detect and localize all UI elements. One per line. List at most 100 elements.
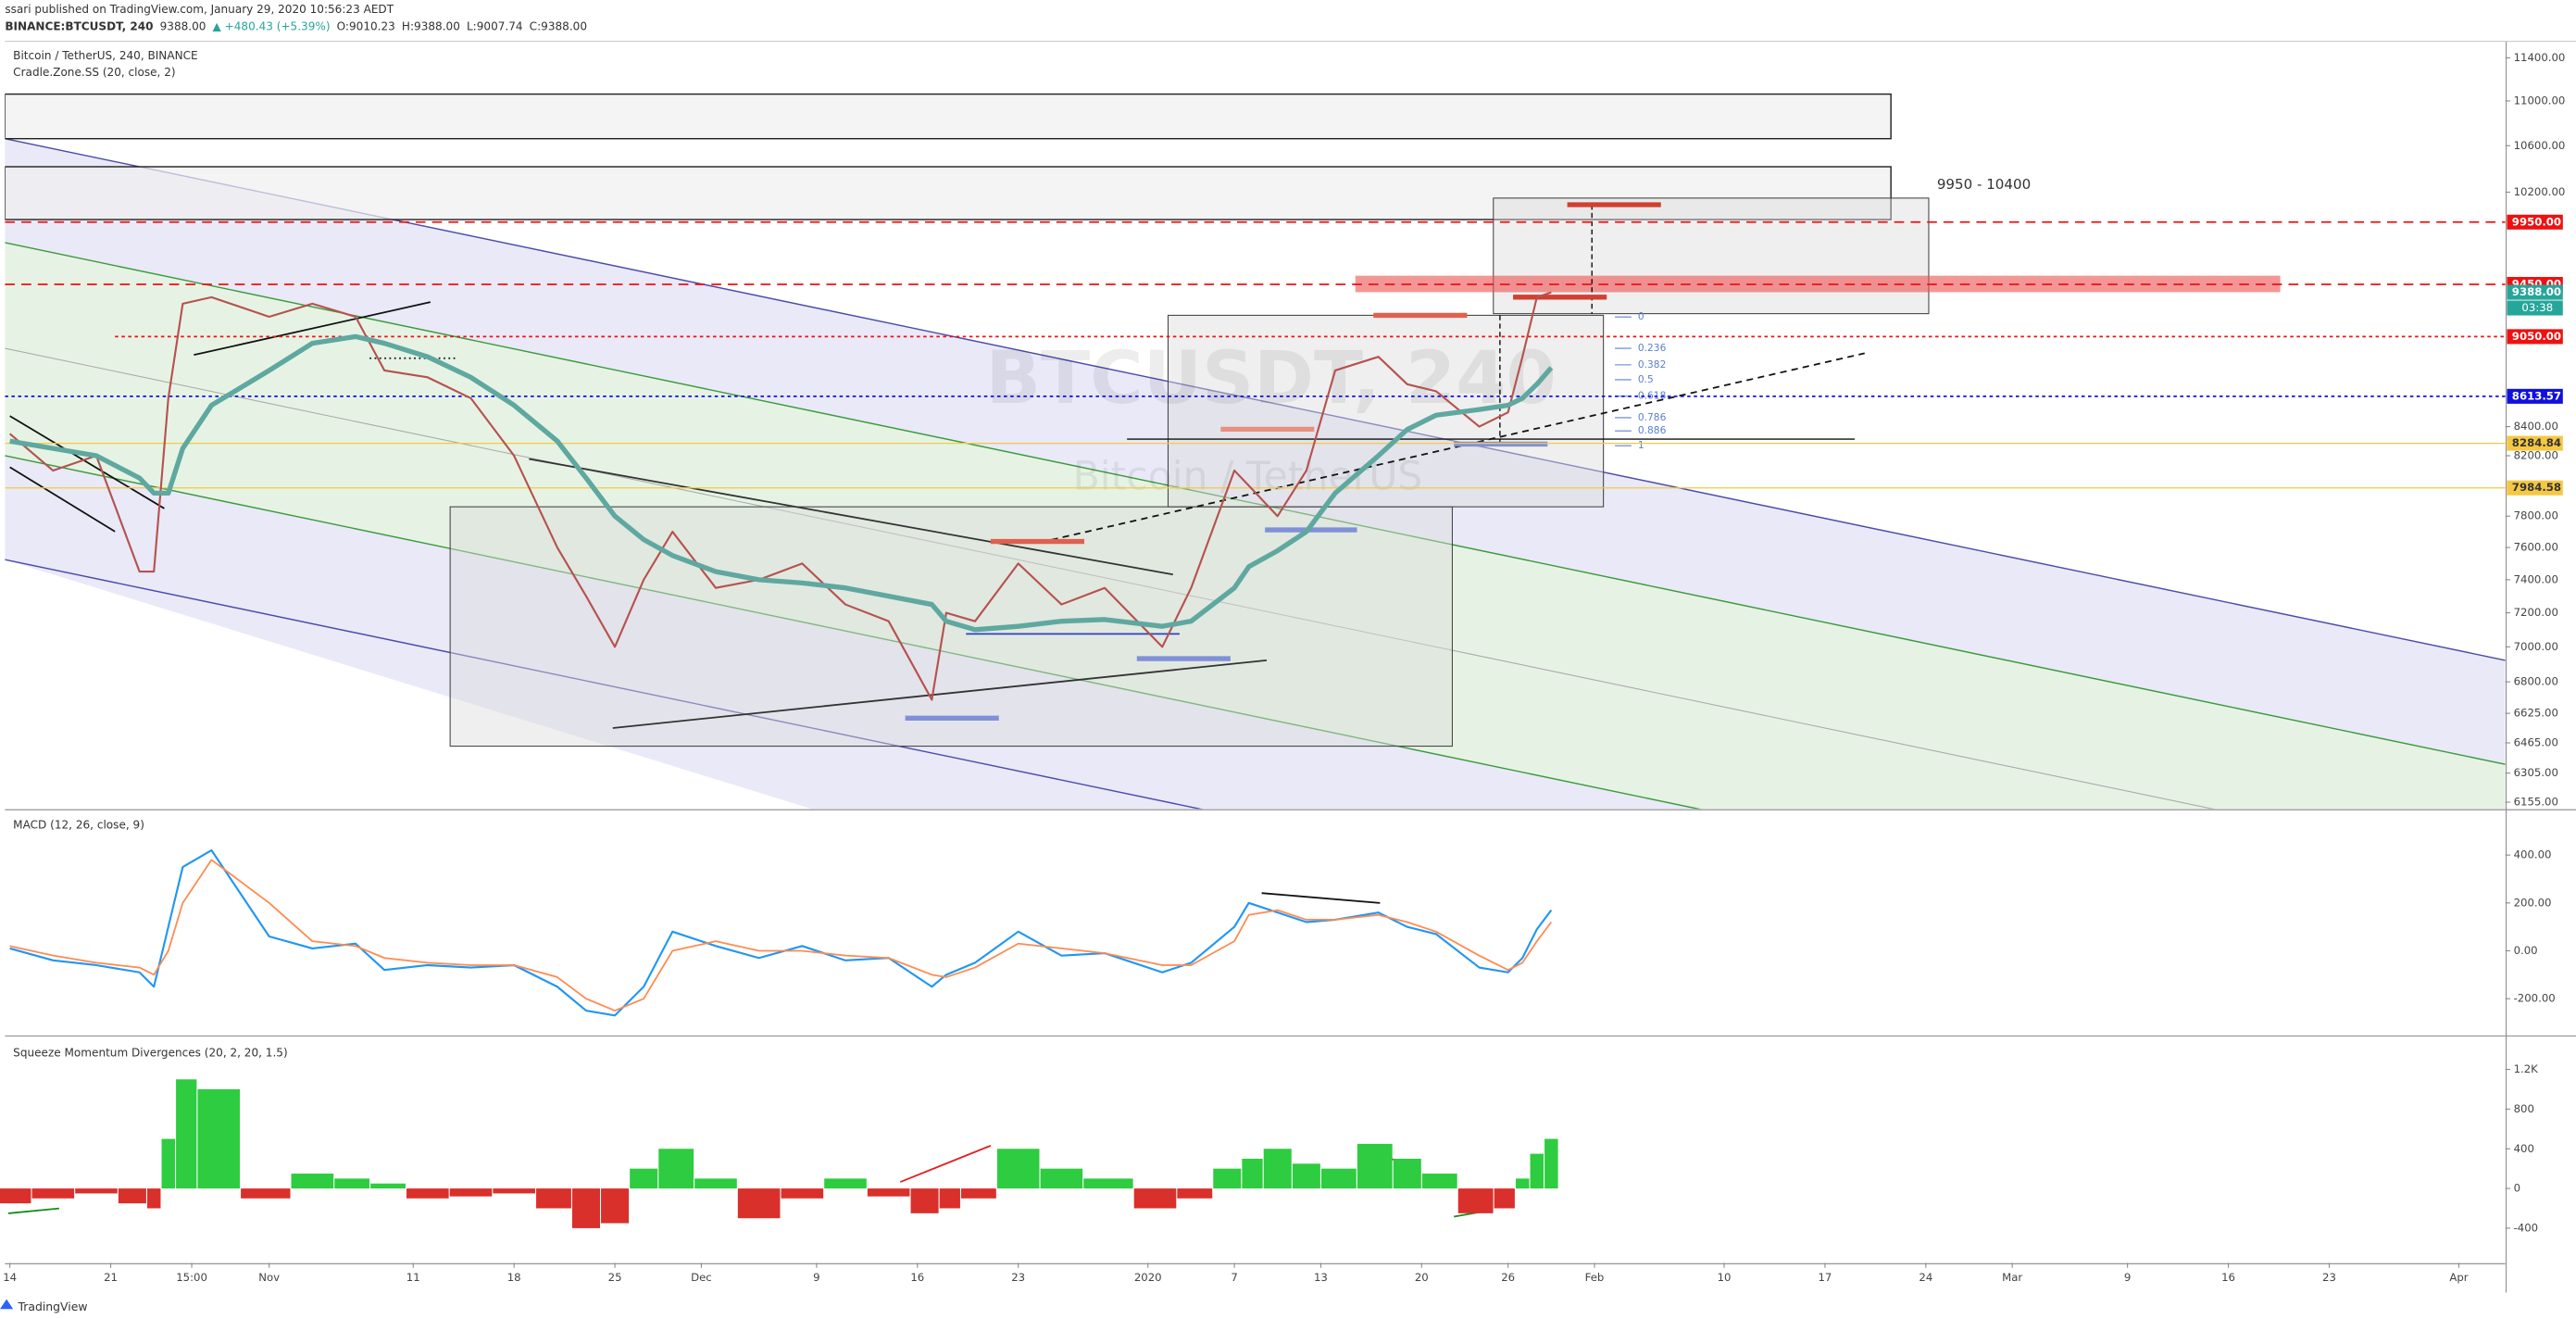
momentum-bar <box>1530 1153 1544 1189</box>
fib-label: 0.618 <box>1638 390 1667 402</box>
y-tick-label: -200.00 <box>2514 992 2556 1005</box>
series-line <box>9 333 1554 633</box>
range-box <box>1167 314 1605 508</box>
last: 9388.00 <box>160 19 206 32</box>
x-tick-label: 26 <box>1501 1271 1515 1284</box>
channel-line <box>5 559 1204 810</box>
x-tick-label: 13 <box>1314 1271 1328 1284</box>
watermark: BTCUSDT, 240 <box>986 336 1557 421</box>
momentum-bar <box>960 1188 996 1199</box>
momentum-bar <box>571 1188 600 1228</box>
channel-inner-fill <box>5 242 2506 810</box>
fib-label: 0.786 <box>1638 411 1667 423</box>
level-label-bg <box>2507 214 2563 230</box>
momentum-bar <box>449 1188 493 1197</box>
trend-line <box>9 415 165 509</box>
level-label-bg <box>2507 435 2563 451</box>
level-label: 9950.00 <box>2512 215 2561 228</box>
x-tick-label: 25 <box>608 1271 622 1284</box>
y-tick-label: 7600.00 <box>2514 541 2558 554</box>
y-tick-label: 6155.00 <box>2514 796 2558 809</box>
momentum-bar <box>1040 1168 1083 1189</box>
fib-label: 0.886 <box>1638 424 1667 436</box>
momentum-bar <box>824 1178 867 1189</box>
momentum-bar <box>1457 1188 1494 1213</box>
momentum-bar <box>601 1188 630 1224</box>
momentum-bar <box>1263 1149 1292 1189</box>
momentum-bar <box>291 1174 334 1189</box>
y-tick-label: 6625.00 <box>2514 707 2558 720</box>
momentum-bar <box>737 1188 781 1219</box>
level-label-bg <box>2507 480 2563 496</box>
logo <box>0 1299 14 1310</box>
y-tick-label: 6465.00 <box>2514 735 2558 748</box>
markers <box>905 202 1661 721</box>
y-tick-label: 1.2K <box>2514 1062 2539 1075</box>
momentum-bar <box>1213 1168 1242 1189</box>
momentum-bar <box>1421 1174 1457 1189</box>
x-tick-label: 14 <box>3 1271 17 1284</box>
x-tick-label: Apr <box>2449 1271 2468 1284</box>
y-tick-label: 6305.00 <box>2514 766 2558 779</box>
fib-label: 0 <box>1638 310 1644 322</box>
momentum-bar <box>75 1188 118 1194</box>
x-tick-label: Nov <box>258 1271 280 1284</box>
y-tick-label: 200.00 <box>2514 896 2552 909</box>
symbol-line: BINANCE:BTCUSDT, 240 9388.00 ▲ +480.43 (+5… <box>5 19 587 32</box>
drawings: BTCUSDT, 240 Bitcoin / TetherUS <box>5 93 2506 810</box>
x-tick-label: 7 <box>1231 1271 1237 1284</box>
x-tick-label: 16 <box>2221 1271 2235 1284</box>
zone-box <box>5 166 1892 220</box>
level-label-bg <box>2507 329 2563 345</box>
momentum-bar <box>176 1079 197 1189</box>
published-line: ssari published on TradingView.com, Janu… <box>5 3 394 16</box>
trend-line <box>529 458 1173 576</box>
y-tick-label: 8400.00 <box>2514 420 2558 433</box>
momentum-bar <box>658 1149 694 1189</box>
countdown-bg <box>2507 300 2563 316</box>
y-tick-label: -400 <box>2514 1221 2539 1234</box>
momentum-bar <box>146 1188 161 1209</box>
momentum-bar <box>1515 1178 1530 1189</box>
y-tick-label: 6800.00 <box>2514 675 2558 688</box>
watermark: Bitcoin / TetherUS <box>1073 453 1423 499</box>
pane-title: Squeeze Momentum Divergences (20, 2, 20,… <box>13 1047 287 1060</box>
x-tick-label: 21 <box>104 1271 118 1284</box>
x-tick-label: 9 <box>2124 1271 2131 1284</box>
pane <box>9 848 1553 1017</box>
divergence-line <box>899 1145 992 1183</box>
channel-line <box>5 242 2506 765</box>
momentum-bar <box>406 1188 449 1199</box>
momentum-bar <box>1320 1168 1357 1189</box>
fib-label: 0.5 <box>1638 373 1654 385</box>
level-label: 8613.57 <box>2512 389 2561 402</box>
x-tick-label: 11 <box>406 1271 420 1284</box>
y-tick-label: 0.00 <box>2514 944 2538 957</box>
x-tick-label: 17 <box>1818 1271 1832 1284</box>
pane-title: Bitcoin / TetherUS, 240, BINANCE <box>13 49 197 62</box>
momentum-bar <box>1083 1178 1133 1189</box>
momentum-bar <box>630 1168 658 1189</box>
momentum-bar <box>370 1183 406 1189</box>
y-tick-label: 11400.00 <box>2514 51 2566 64</box>
x-tick-label: 20 <box>1415 1271 1429 1284</box>
momentum-bar <box>867 1188 910 1197</box>
momentum-bar <box>1494 1188 1515 1209</box>
level-label-bg <box>2507 284 2563 300</box>
level-label: 9050.00 <box>2512 330 2561 343</box>
level-label: 7984.58 <box>2512 481 2561 494</box>
x-tick-label: 2020 <box>1134 1271 1162 1284</box>
divergence-line <box>1261 892 1381 904</box>
y-tick-label: 7400.00 <box>2514 572 2558 585</box>
range-box <box>449 506 1453 747</box>
x-tick-label: Dec <box>691 1271 712 1284</box>
y-tick-label: 7200.00 <box>2514 606 2558 619</box>
momentum-bar <box>0 1188 31 1204</box>
trend-line <box>194 301 431 357</box>
y-tick-label: 11000.00 <box>2514 94 2566 107</box>
range-box <box>1493 197 1930 315</box>
footer: TradingView <box>18 1300 88 1313</box>
y-tick-label: 10600.00 <box>2514 139 2566 152</box>
y-tick-label: 8200.00 <box>2514 448 2558 461</box>
